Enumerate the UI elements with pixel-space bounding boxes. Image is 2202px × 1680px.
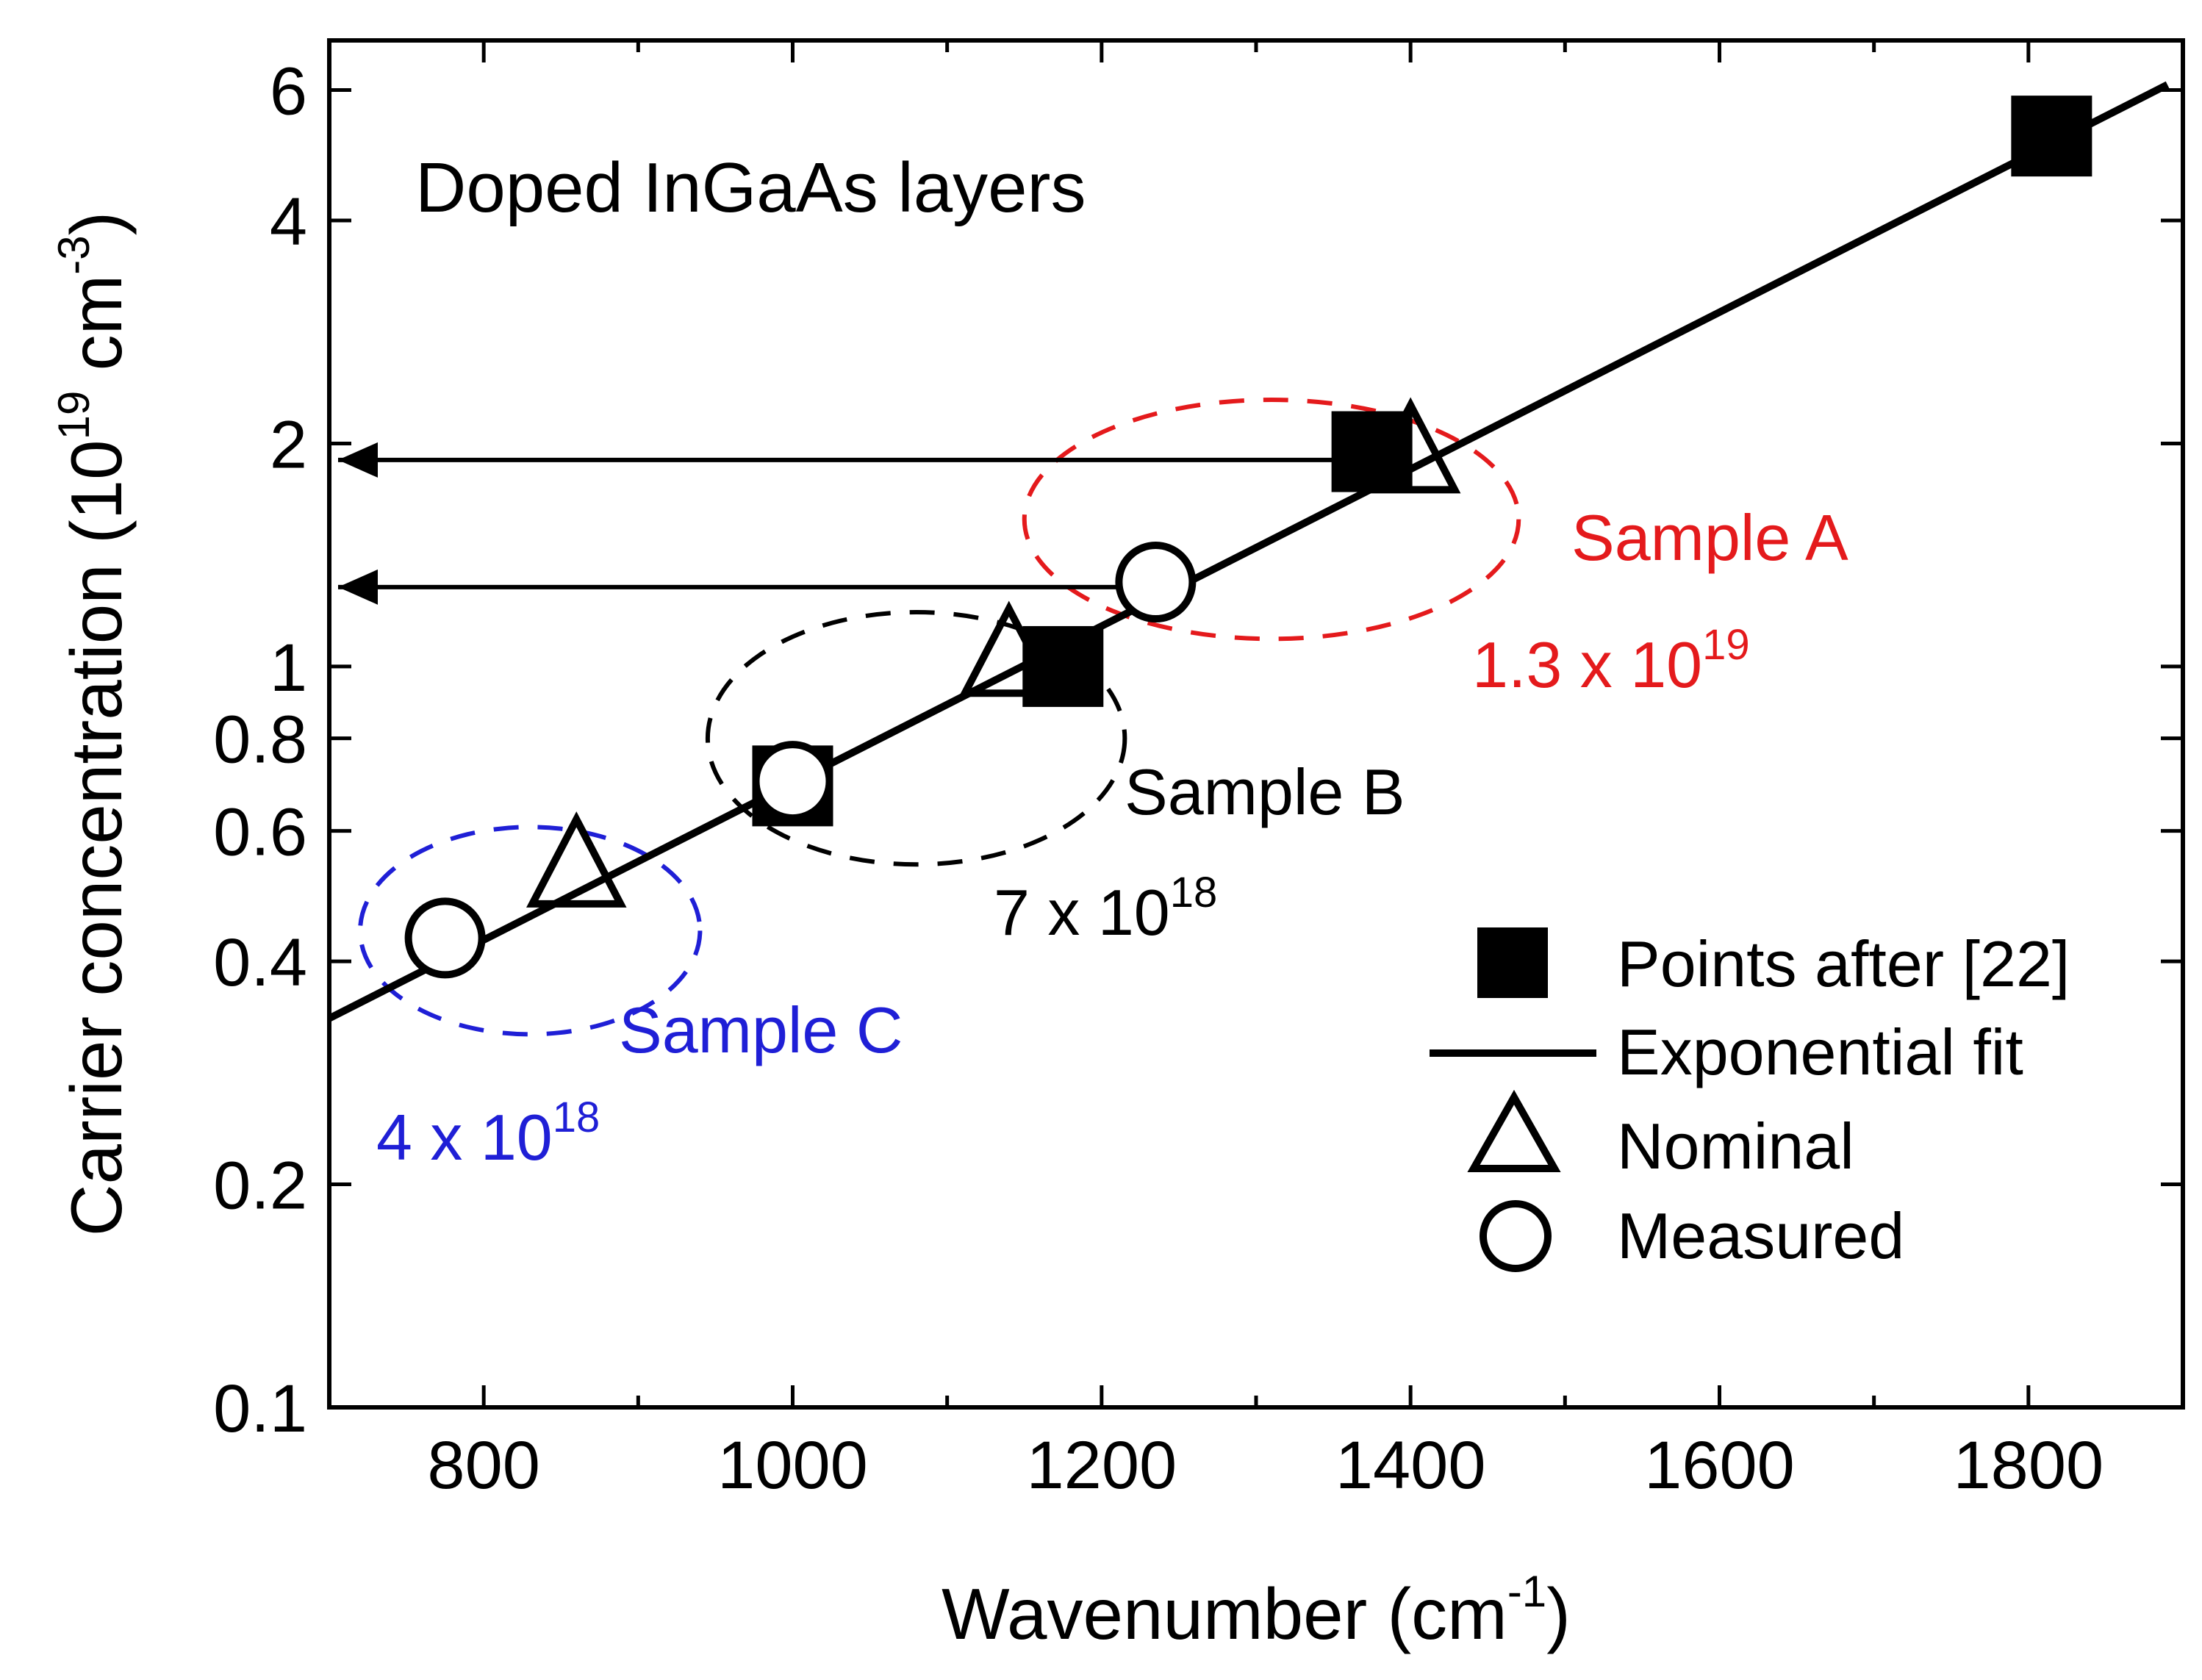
- arrows: [338, 442, 1372, 605]
- x-tick-label: 1600: [1644, 1428, 1795, 1503]
- plot-frame: [327, 38, 2185, 1410]
- sample-ellipses: [358, 397, 1521, 1037]
- x-tick-label: 800: [427, 1428, 540, 1503]
- fit-line-group: [327, 81, 2170, 1022]
- sample-a-value: 1.3 x 1019: [1472, 621, 1750, 701]
- data-point-triangle: [526, 811, 627, 908]
- y-tick-label: 2: [270, 407, 307, 482]
- y-tick-label: 0.2: [213, 1149, 307, 1224]
- data-point-circle: [404, 897, 486, 979]
- sample-c-value: 4 x 1018: [376, 1094, 600, 1174]
- sample-a-label: Sample A: [1571, 501, 1848, 574]
- data-point-square: [2011, 96, 2092, 177]
- data-point-triangle: [1360, 397, 1461, 494]
- markers: [404, 96, 2092, 979]
- legend: Points after [22] Exponential fit Nomina…: [1430, 927, 2070, 1272]
- y-axis-title: Carrier concentration (1019 cm-3): [49, 212, 137, 1237]
- x-axis-title: Wavenumber (cm-1): [942, 1567, 1571, 1654]
- y-tick-label: 0.6: [213, 795, 307, 870]
- sample-ellipse: [705, 609, 1127, 867]
- fit-line: [327, 81, 2170, 1022]
- data-point-circle: [1115, 542, 1197, 623]
- x-tick-label: 1000: [717, 1428, 868, 1503]
- axis-ticks: [327, 40, 2183, 1410]
- legend-label-points: Points after [22]: [1617, 927, 2070, 1000]
- x-tick-label: 1800: [1953, 1428, 2104, 1503]
- data-point-triangle: [958, 600, 1059, 697]
- y-tick-label: 4: [270, 184, 307, 259]
- y-tick-label: 0.1: [213, 1371, 307, 1446]
- legend-triangle-icon: [1467, 1089, 1561, 1172]
- sample-c-label: Sample C: [619, 994, 903, 1066]
- sample-b-label: Sample B: [1125, 755, 1405, 828]
- x-tick-label: 1400: [1335, 1428, 1486, 1503]
- legend-label-measured: Measured: [1617, 1199, 1904, 1272]
- sample-b-value: 7 x 1018: [994, 869, 1217, 949]
- legend-label-fit: Exponential fit: [1617, 1016, 2023, 1088]
- data-point-circle: [752, 741, 833, 822]
- sample-ellipse: [358, 825, 703, 1037]
- legend-label-nominal: Nominal: [1617, 1110, 1854, 1182]
- x-tick-labels: 800 1000 1200 1400 1600 1800: [427, 1428, 2104, 1503]
- y-tick-labels: 0.1 0.2 0.4 0.6 0.81 2 4 6: [213, 54, 307, 1446]
- y-tick-label: 1: [270, 631, 307, 706]
- y-tick-label: 6: [270, 54, 307, 129]
- x-tick-label: 1200: [1026, 1428, 1177, 1503]
- legend-square-icon: [1477, 927, 1548, 998]
- chart-title: Doped InGaAs layers: [415, 148, 1086, 227]
- legend-circle-icon: [1480, 1200, 1552, 1272]
- sample-ellipse: [1022, 397, 1521, 642]
- y-tick-label: 0.4: [213, 925, 307, 1000]
- y-tick-label: 0.8: [213, 703, 307, 778]
